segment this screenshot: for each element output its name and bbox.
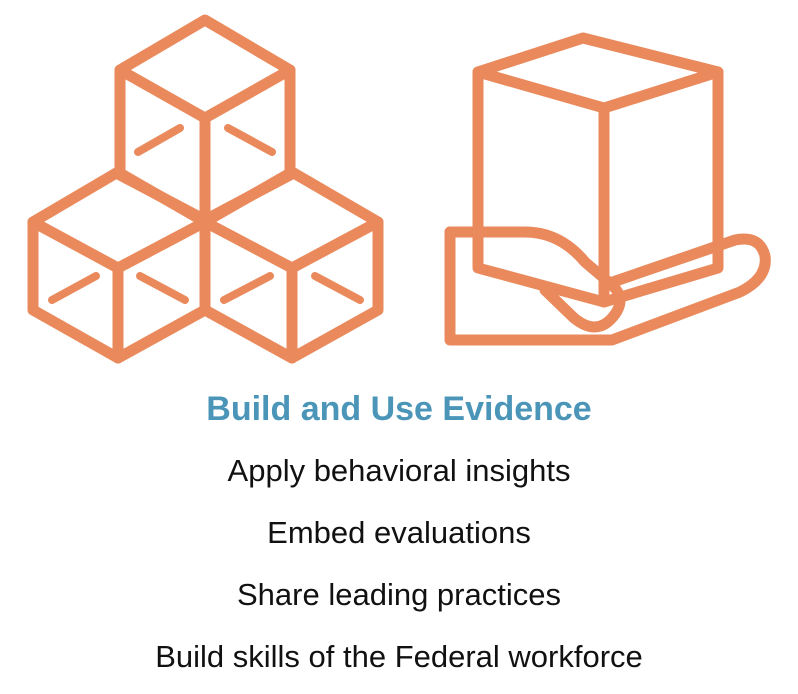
list-item: Apply behavioral insights: [227, 453, 571, 488]
hand-holding-box-icon: [444, 32, 771, 346]
list-item: Embed evaluations: [267, 515, 531, 550]
section-heading: Build and Use Evidence: [206, 390, 592, 428]
text-block: Build and Use Evidence Apply behavioral …: [0, 382, 798, 688]
item-list: Apply behavioral insights Embed evaluati…: [0, 440, 798, 688]
list-item: Build skills of the Federal workforce: [155, 639, 643, 674]
stacked-cubes-icon: [27, 14, 384, 364]
list-item: Share leading practices: [237, 577, 561, 612]
icon-row: [27, 14, 771, 364]
